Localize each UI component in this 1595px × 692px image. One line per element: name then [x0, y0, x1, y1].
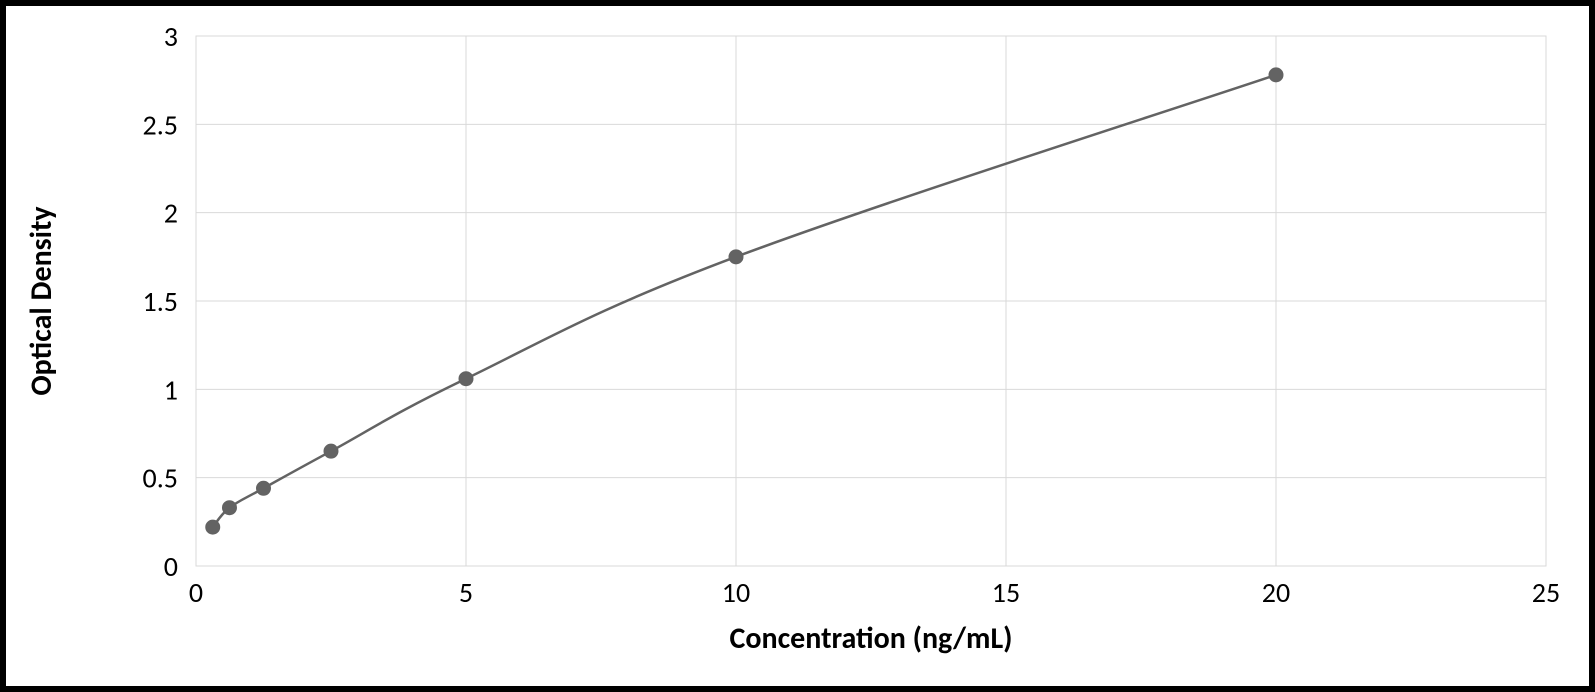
data-point	[257, 481, 271, 495]
y-tick-label: 0	[164, 549, 178, 584]
y-tick-label: 1	[164, 372, 178, 407]
data-point	[324, 444, 338, 458]
x-axis-label: Concentration (ng/mL)	[730, 620, 1013, 657]
data-point	[459, 372, 473, 386]
x-tick-label: 20	[1262, 575, 1290, 610]
x-tick-label: 0	[189, 575, 203, 610]
y-axis-label: Optical Density	[23, 206, 60, 396]
y-tick-label: 1.5	[143, 284, 178, 319]
y-tick-label: 2.5	[143, 107, 178, 142]
y-tick-label: 0.5	[143, 461, 178, 496]
chart-frame: 0 5 10 15 20 25 0 0.5 1 1.5 2 2.5 3 Concentration (ng…	[0, 0, 1595, 692]
x-tick-label: 10	[722, 575, 750, 610]
x-tick-label: 25	[1532, 575, 1560, 610]
data-point	[729, 250, 743, 264]
data-point	[206, 520, 220, 534]
data-point	[1269, 68, 1283, 82]
y-tick-label: 3	[164, 19, 178, 54]
x-tick-label: 5	[459, 575, 473, 610]
data-point	[222, 501, 236, 515]
y-tick-label: 2	[164, 196, 178, 231]
chart-svg: 0 5 10 15 20 25 0 0.5 1 1.5 2 2.5 3 Concentration (ng…	[6, 6, 1589, 686]
x-tick-label: 15	[992, 575, 1020, 610]
